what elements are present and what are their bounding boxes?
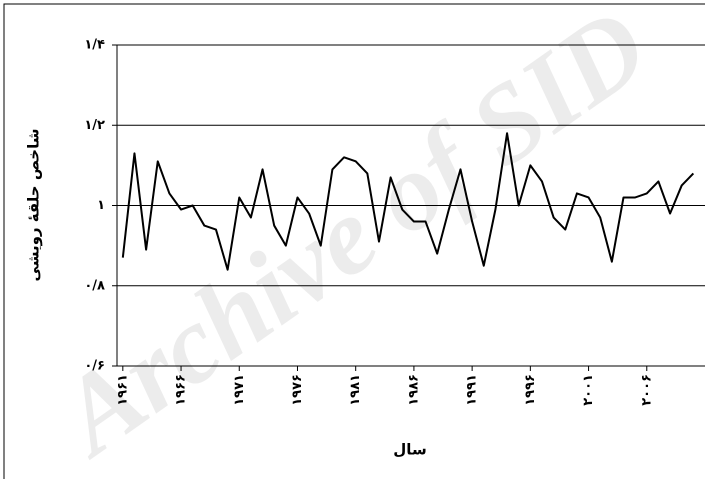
data-line <box>121 132 695 271</box>
x-tick-label: ۱۹۹۶ <box>523 374 538 406</box>
y-tick-label: ۱ <box>97 198 105 213</box>
x-tick-label: ۱۹۸۱ <box>348 374 363 406</box>
x-tick-label: ۱۹۷۱ <box>232 374 247 406</box>
x-tick-label: ۲۰۰۱ <box>581 374 596 406</box>
x-tick-label: ۱۹۹۱ <box>465 374 480 406</box>
x-tick-label: ۲۰۰۶ <box>639 374 654 406</box>
chart-frame <box>3 3 705 479</box>
x-axis-title: سال <box>393 441 426 459</box>
y-tick-label: ۰/۶ <box>84 359 105 374</box>
x-tick-label: ۱۹۸۶ <box>406 374 421 406</box>
y-tick-label: ۱/۲ <box>84 118 105 133</box>
y-tick-label: ۱/۴ <box>84 38 105 53</box>
x-tick-label: ۱۹۶۱ <box>115 374 130 406</box>
watermark: Archive of SID <box>33 0 669 479</box>
y-tick-label: ۰/۸ <box>84 278 105 293</box>
x-tick-label: ۱۹۶۶ <box>174 374 189 406</box>
x-tick-label: ۱۹۷۶ <box>290 374 305 406</box>
y-axis-title: شاخص حلقهٔ رویشی <box>25 129 43 282</box>
